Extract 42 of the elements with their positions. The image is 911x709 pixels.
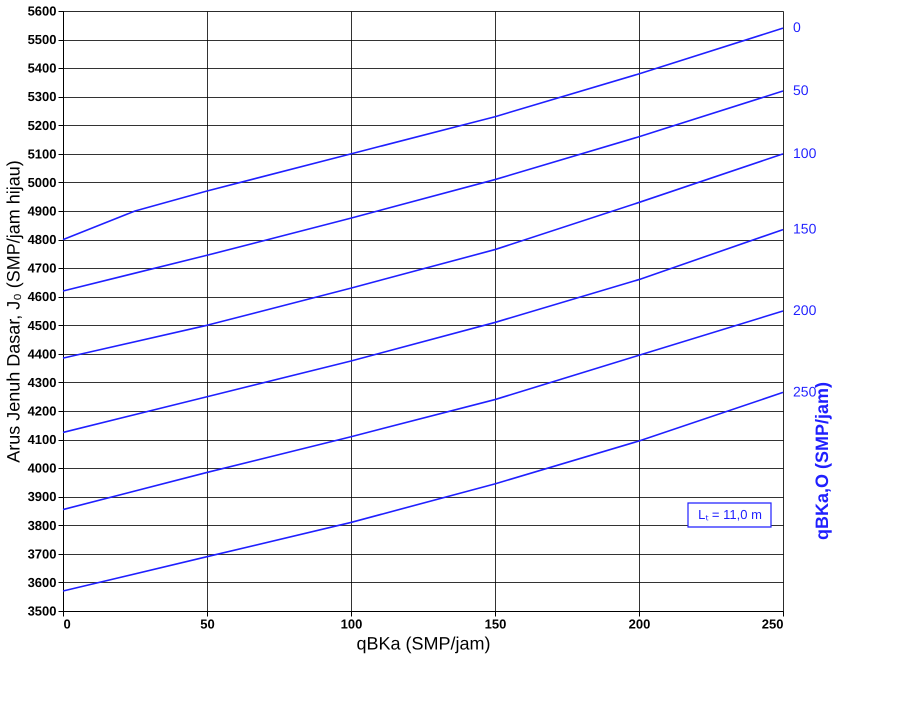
y-tick-label: 4200 [28, 404, 56, 418]
y-tick-label: 4100 [28, 432, 56, 448]
y-tick-label: 4500 [28, 318, 56, 333]
x-tick-label: 200 [628, 616, 650, 632]
y-tick-label: 4000 [28, 460, 56, 476]
annotation: Lₜ = 11,0 m [698, 507, 762, 522]
line-series [62, 27, 784, 240]
y-tick-label: 5100 [28, 146, 56, 162]
y-tick-label: 3800 [28, 518, 56, 533]
y-tick-label: 3600 [28, 574, 56, 590]
series-label: 0 [793, 19, 801, 36]
x-axis-title: qBKa (SMP/jam) [356, 634, 491, 654]
y-tick-label: 4900 [28, 204, 56, 218]
y-tick-label: 5000 [28, 174, 56, 190]
y-tick-label: 3500 [28, 604, 56, 618]
line-series [62, 228, 784, 434]
x-tick-label: 100 [340, 616, 362, 632]
line-series [62, 310, 784, 510]
y-tick-label: 3900 [28, 489, 56, 504]
x-tick-label: 50 [200, 616, 215, 632]
line-series [62, 392, 784, 592]
x-tick-label: 150 [484, 616, 506, 632]
y-tick-label: 5500 [28, 32, 56, 48]
x-tick-label: 250 [762, 616, 784, 632]
y-axis-title: Arus Jenuh Dasar, J₀ (SMP/jam hijau) [4, 160, 24, 463]
y-tick-label: 5400 [28, 60, 56, 76]
y-tick-label: 5600 [28, 4, 56, 18]
y-tick-label: 4300 [28, 374, 56, 390]
y-tick-label: 5200 [28, 118, 56, 133]
y-tick-label: 4700 [28, 260, 56, 276]
line-series [62, 153, 784, 359]
y-tick-label: 4400 [28, 346, 56, 362]
series-label: 150 [793, 220, 817, 237]
series-label: 50 [793, 82, 809, 98]
y-tick-label: 4600 [28, 289, 56, 304]
y-tick-label: 4800 [28, 232, 56, 248]
line-series [62, 90, 784, 292]
series-label: 100 [793, 144, 817, 161]
x-tick-label: 0 [64, 616, 71, 632]
series-label: 200 [793, 302, 817, 318]
y-tick-label: 3700 [28, 546, 56, 562]
y-tick-label: 5300 [28, 89, 56, 104]
